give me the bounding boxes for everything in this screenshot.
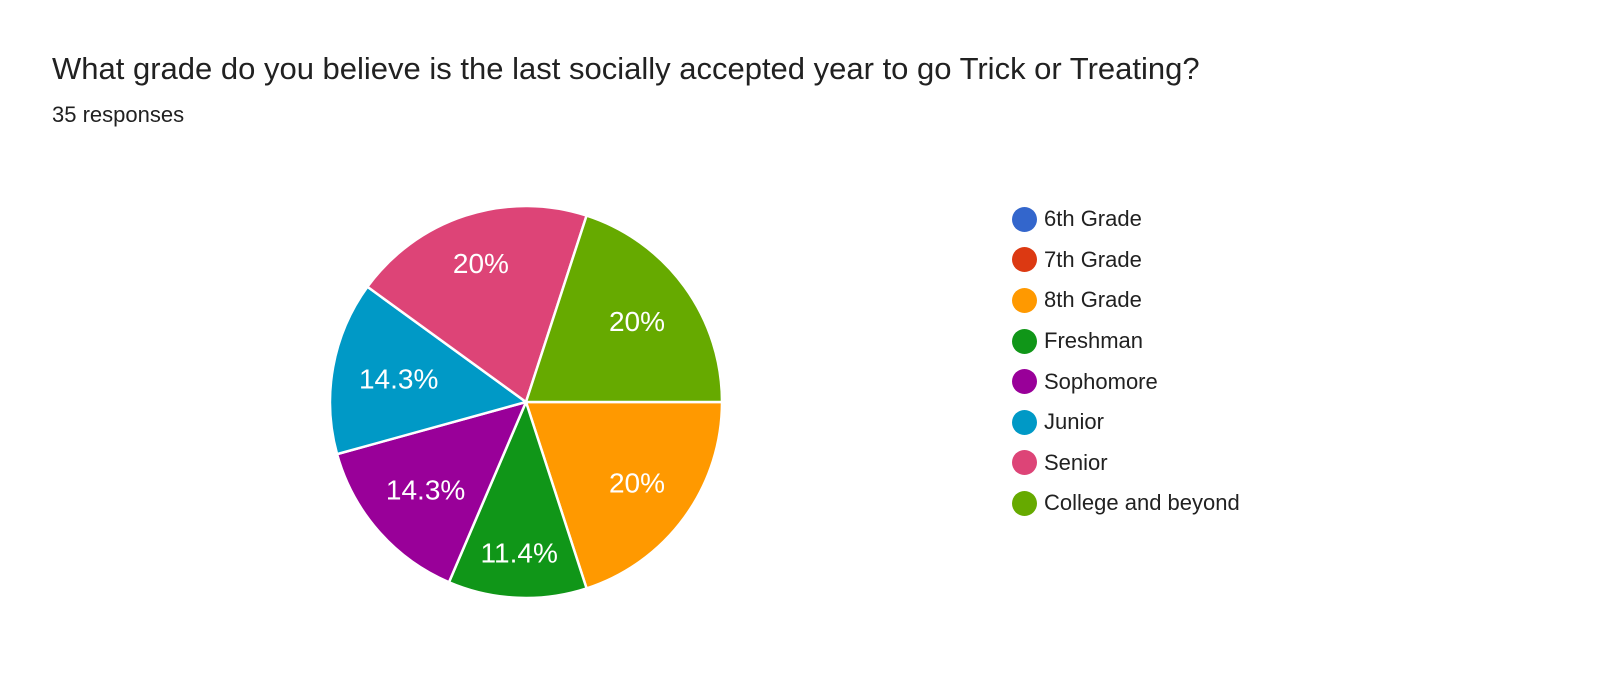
legend-color-dot-icon	[1012, 328, 1037, 354]
pie-slice-college-and-beyond[interactable]	[524, 214, 724, 404]
pie-slice-label-junior: 14.3%	[359, 364, 438, 395]
legend-item-6th-grade: 6th Grade	[1012, 199, 1240, 240]
legend-label: Senior	[1044, 449, 1108, 475]
legend-label: College and beyond	[1044, 490, 1240, 516]
pie-slice-senior[interactable]	[366, 204, 588, 404]
legend-label: 7th Grade	[1044, 246, 1142, 272]
pie-slice-label-college-and-beyond: 20%	[609, 306, 665, 337]
pie-slice-label-8th-grade: 20%	[609, 467, 665, 498]
legend-color-dot-icon	[1012, 490, 1037, 516]
response-count: 35 responses	[52, 102, 185, 127]
pie-slice-sophomore[interactable]	[335, 400, 528, 584]
legend-item-freshman: Freshman	[1012, 321, 1240, 362]
question-title: What grade do you believe is the last so…	[52, 51, 1200, 86]
pie-chart: 20% 11.4% 14.3% 14.3% 20% 20%	[328, 204, 724, 600]
legend-color-dot-icon	[1012, 450, 1037, 476]
legend-item-7th-grade: 7th Grade	[1012, 240, 1240, 281]
legend-color-dot-icon	[1012, 206, 1037, 232]
pie-slice-label-sophomore: 14.3%	[386, 475, 465, 506]
pie-slice-label-senior: 20%	[453, 248, 509, 279]
legend-item-sophomore: Sophomore	[1012, 361, 1240, 402]
legend-label: Sophomore	[1044, 368, 1158, 394]
legend-item-8th-grade: 8th Grade	[1012, 280, 1240, 321]
pie-slice-8th-grade[interactable]	[524, 400, 724, 590]
legend-label: 6th Grade	[1044, 206, 1142, 232]
legend-label: 8th Grade	[1044, 287, 1142, 313]
legend-color-dot-icon	[1012, 409, 1037, 435]
legend-item-senior: Senior	[1012, 443, 1240, 484]
legend-color-dot-icon	[1012, 247, 1037, 273]
legend-color-dot-icon	[1012, 287, 1037, 313]
legend-color-dot-icon	[1012, 369, 1037, 395]
pie-slice-label-freshman: 11.4%	[481, 538, 558, 569]
legend-label: Junior	[1044, 409, 1104, 435]
legend-label: Freshman	[1044, 328, 1144, 354]
pie-slice-junior[interactable]	[328, 285, 528, 456]
legend-item-junior: Junior	[1012, 402, 1240, 443]
chart-legend: 6th Grade 7th Grade 8th Grade Freshman Sopho…	[1012, 199, 1240, 524]
pie-slice-freshman[interactable]	[447, 400, 588, 600]
legend-item-college-and-beyond: College and beyond	[1012, 483, 1240, 524]
